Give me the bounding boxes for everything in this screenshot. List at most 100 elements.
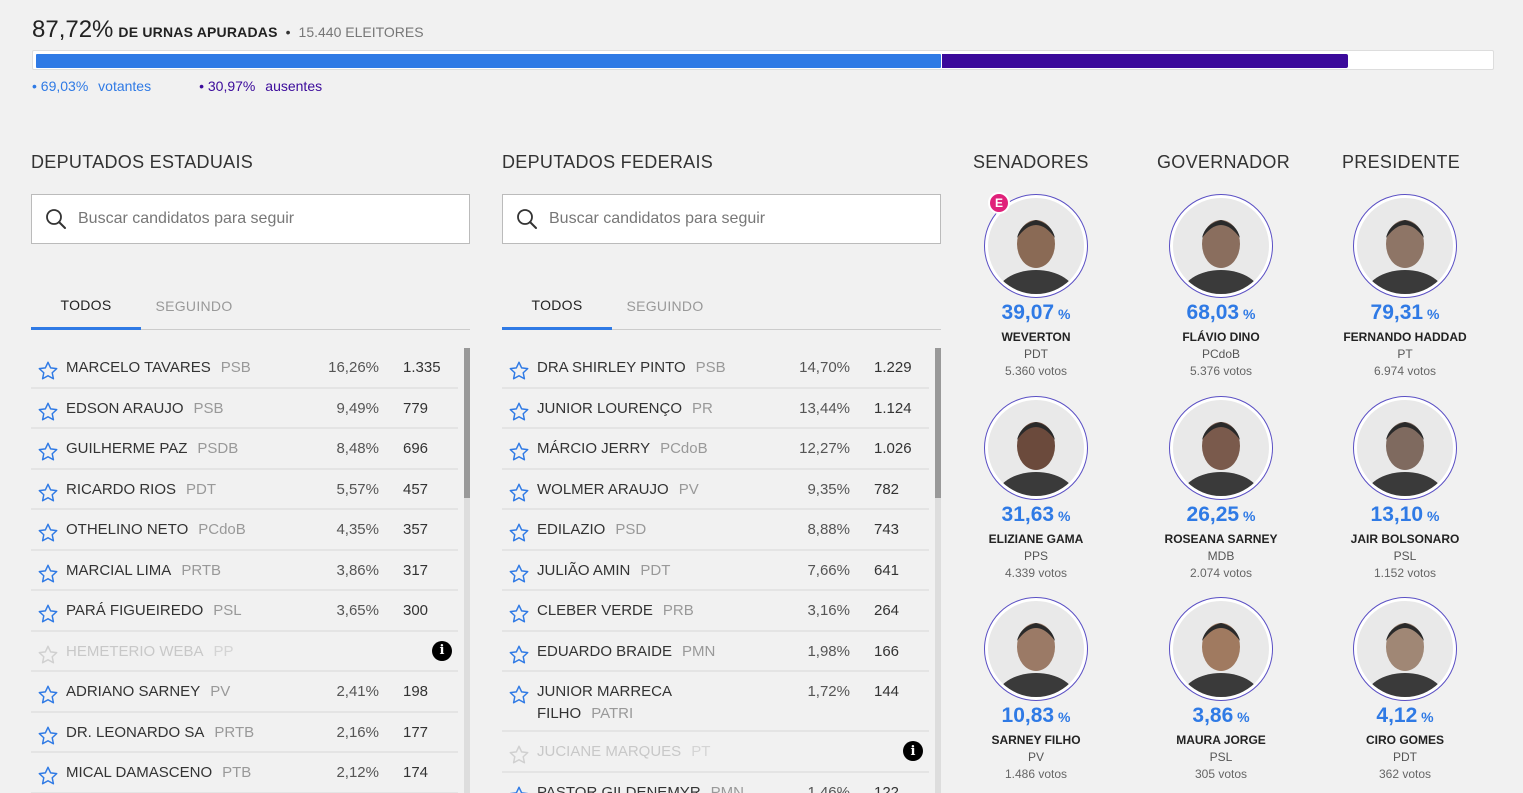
list-item[interactable]: JUNIOR LOURENÇO PR 13,44% 1.124	[502, 389, 929, 429]
star-icon[interactable]	[508, 522, 530, 544]
candidate-name: OTHELINO NETO PCdoB	[66, 519, 326, 541]
federal-deputies-title: DEPUTADOS FEDERAIS	[502, 152, 714, 172]
candidate-card[interactable]: 79,31 % FERNANDO HADDAD PT 6.974 votos	[1335, 194, 1475, 379]
star-icon[interactable]	[508, 401, 530, 423]
candidate-votes: 5.360 votos	[1004, 364, 1068, 378]
list-item[interactable]: ADRIANO SARNEY PV 2,41% 198	[31, 672, 458, 713]
candidate-card[interactable]: 3,86 % MAURA JORGE PSL 305 votos	[1151, 597, 1291, 782]
percent-symbol: %	[1054, 306, 1071, 322]
star-icon[interactable]	[37, 603, 59, 625]
star-icon[interactable]	[508, 744, 530, 766]
candidate-party: PSL	[1393, 549, 1417, 563]
list-item[interactable]: OTHELINO NETO PCdoB 4,35% 357	[31, 510, 458, 551]
list-item[interactable]: MICAL DAMASCENO PTB 2,12% 174	[31, 753, 458, 793]
info-icon[interactable]: i	[903, 741, 923, 761]
turnout-bar	[32, 50, 1494, 70]
list-item[interactable]: MARCELO TAVARES PSB 16,26% 1.335	[31, 348, 458, 389]
list-item[interactable]: DRA SHIRLEY PINTO PSB 14,70% 1.229	[502, 348, 929, 389]
candidate-party: PP	[213, 642, 234, 660]
state-deputies-list: MARCELO TAVARES PSB 16,26% 1.335 EDSON ARAUJ…	[31, 348, 471, 793]
state-deputies-search-input[interactable]	[78, 210, 438, 228]
list-item[interactable]: JULIÃO AMIN PDT 7,66% 641	[502, 551, 929, 591]
star-icon[interactable]	[508, 482, 530, 504]
tab-following[interactable]: SEGUINDO	[155, 298, 233, 314]
candidate-votes: 457	[403, 480, 429, 498]
star-icon[interactable]	[37, 684, 59, 706]
star-icon[interactable]	[508, 563, 530, 585]
list-item[interactable]: PARÁ FIGUEIREDO PSL 3,65% 300	[31, 591, 458, 632]
list-item[interactable]: PASTOR GILDENEMYR PMN 1,46% 122	[502, 773, 929, 793]
star-icon[interactable]	[37, 441, 59, 463]
tab-following[interactable]: SEGUINDO	[626, 298, 704, 314]
candidate-card[interactable]: 26,25 % ROSEANA SARNEY MDB 2.074 votos	[1151, 396, 1291, 581]
candidate-name: GUILHERME PAZ PSDB	[66, 438, 326, 460]
candidate-party: PV	[678, 480, 699, 498]
candidate-card[interactable]: 4,12 % CIRO GOMES PDT 362 votos	[1335, 597, 1475, 782]
list-item[interactable]: JUNIOR MARRECA FILHO PATRI 1,72% 144	[502, 672, 929, 732]
list-item[interactable]: MARCIAL LIMA PRTB 3,86% 317	[31, 551, 458, 591]
avatar	[1357, 198, 1453, 294]
candidate-name: JUNIOR MARRECA FILHO PATRI	[537, 681, 687, 725]
state-deputies-scrollbar[interactable]	[464, 348, 470, 793]
state-deputies-search[interactable]	[31, 194, 470, 244]
candidate-party: PV	[1027, 750, 1044, 764]
list-item[interactable]: EDSON ARAUJO PSB 9,49% 779	[31, 389, 458, 429]
star-icon[interactable]	[37, 765, 59, 787]
star-icon[interactable]	[37, 644, 59, 666]
candidate-photo	[1353, 396, 1457, 500]
candidate-votes: 2.074 votos	[1189, 566, 1253, 580]
tab-all[interactable]: TODOS	[502, 282, 612, 330]
candidate-card[interactable]: 68,03 % FLÁVIO DINO PCdoB 5.376 votos	[1151, 194, 1291, 379]
star-icon[interactable]	[508, 684, 530, 706]
candidate-photo	[1169, 396, 1273, 500]
star-icon[interactable]	[508, 644, 530, 666]
elected-badge: E	[988, 192, 1010, 214]
governor-title: GOVERNADOR	[1157, 152, 1291, 172]
list-item[interactable]: GUILHERME PAZ PSDB 8,48% 696	[31, 429, 458, 470]
candidate-percent: 1,98%	[807, 642, 850, 660]
star-icon[interactable]	[37, 360, 59, 382]
candidate-party: PSL	[213, 602, 242, 619]
list-item[interactable]: WOLMER ARAUJO PV 9,35% 782	[502, 470, 929, 510]
scrollbar-thumb[interactable]	[935, 348, 941, 498]
federal-deputies-search-input[interactable]	[549, 210, 909, 228]
list-item[interactable]: DR. LEONARDO SA PRTB 2,16% 177	[31, 713, 458, 753]
star-icon[interactable]	[508, 785, 530, 793]
list-item[interactable]: CLEBER VERDE PRB 3,16% 264	[502, 591, 929, 632]
list-item[interactable]: MÁRCIO JERRY PCdoB 12,27% 1.026	[502, 429, 929, 470]
federal-deputies-list: DRA SHIRLEY PINTO PSB 14,70% 1.229 JUNIOR LO…	[502, 348, 942, 793]
candidate-card[interactable]: E 39,07 % WEVERTON PDT 5.360 votos	[966, 192, 1106, 379]
info-icon[interactable]: i	[432, 640, 452, 661]
star-icon[interactable]	[37, 725, 59, 747]
candidate-card[interactable]: 13,10 % JAIR BOLSONARO PSL 1.152 votos	[1335, 396, 1475, 581]
star-icon[interactable]	[37, 482, 59, 504]
scrollbar-thumb[interactable]	[464, 348, 470, 498]
star-icon[interactable]	[37, 522, 59, 544]
candidate-percent: 14,70%	[799, 359, 850, 376]
list-item[interactable]: RICARDO RIOS PDT 5,57% 457	[31, 470, 458, 510]
candidate-votes: 5.376 votos	[1189, 364, 1253, 378]
federal-deputies-search[interactable]	[502, 194, 941, 244]
tab-all[interactable]: TODOS	[31, 282, 141, 330]
candidate-percent-value: 10,83	[1001, 704, 1055, 727]
candidate-party: PDT	[186, 480, 217, 498]
federal-deputies-scrollbar[interactable]	[935, 348, 941, 793]
star-icon[interactable]	[37, 401, 59, 423]
list-item[interactable]: JUCIANE MARQUES PT i	[502, 732, 929, 773]
list-item[interactable]: EDILAZIO PSD 8,88% 743	[502, 510, 929, 551]
legend-voters: • 69,03% votantes	[32, 78, 151, 94]
star-icon[interactable]	[508, 360, 530, 382]
star-icon[interactable]	[508, 603, 530, 625]
list-item[interactable]: EDUARDO BRAIDE PMN 1,98% 166	[502, 632, 929, 672]
list-item[interactable]: HEMETERIO WEBA PP i	[31, 632, 458, 672]
candidate-percent: 10,83 %	[966, 703, 1106, 730]
candidate-card[interactable]: 10,83 % SARNEY FILHO PV 1.486 votos	[966, 597, 1106, 782]
candidate-party: PT	[1397, 347, 1413, 361]
candidate-party: PCdoB	[198, 521, 246, 538]
star-icon[interactable]	[37, 563, 59, 585]
candidate-name: PARÁ FIGUEIREDO PSL	[66, 600, 326, 622]
star-icon[interactable]	[508, 441, 530, 463]
state-deputies-tabs: TODOS SEGUINDO	[31, 282, 470, 330]
candidate-card[interactable]: 31,63 % ELIZIANE GAMA PPS 4.339 votos	[966, 396, 1106, 581]
candidate-name-text: PASTOR GILDENEMYR	[537, 783, 701, 793]
